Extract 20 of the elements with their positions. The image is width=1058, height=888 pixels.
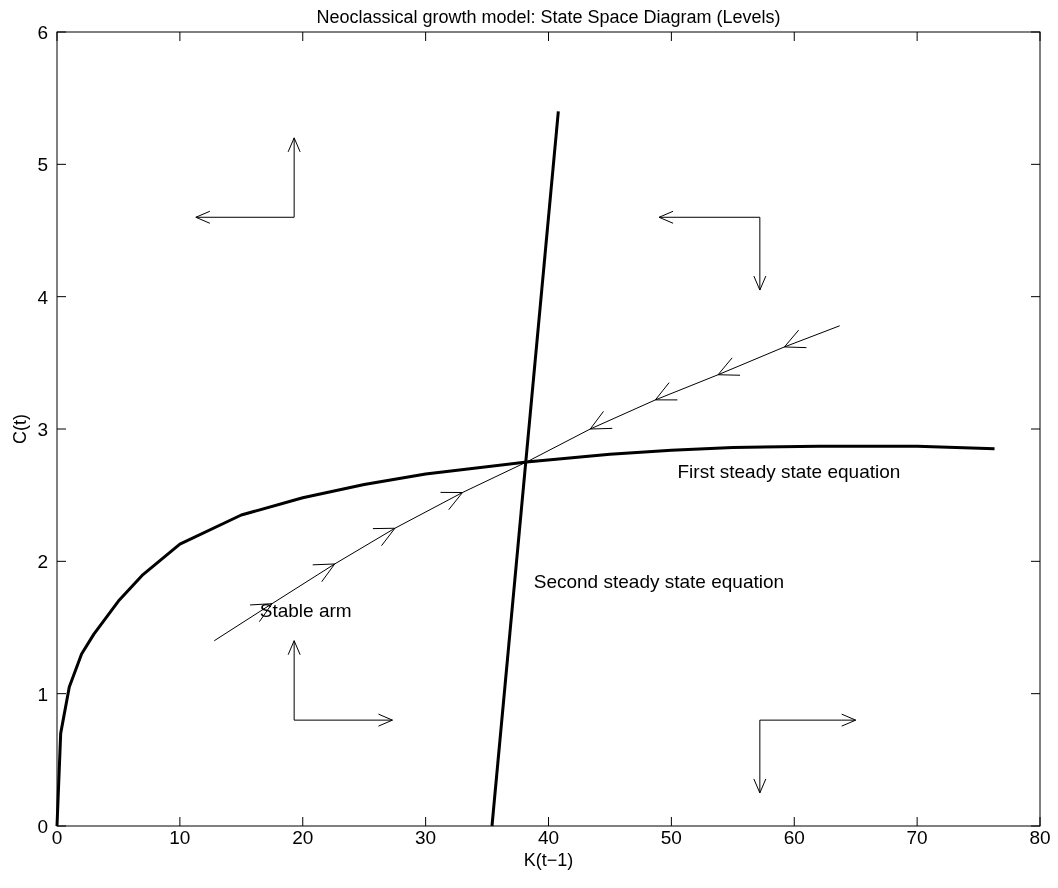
x-tick-label: 20	[292, 827, 314, 848]
x-tick-label: 10	[169, 827, 191, 848]
x-tick-label: 70	[906, 827, 928, 848]
x-tick-label: 40	[537, 827, 560, 848]
x-tick-label: 30	[415, 827, 437, 848]
x-tick-label: 80	[1029, 827, 1051, 848]
chart-title: Neoclassical growth model: State Space Diagram (Levels)	[316, 6, 781, 27]
y-axis-title: C(t)	[10, 414, 30, 444]
x-tick-label: 60	[783, 827, 805, 848]
y-tick-label: 2	[37, 551, 48, 573]
x-tick-label: 50	[660, 827, 682, 848]
y-tick-label: 5	[37, 154, 48, 176]
y-tick-label: 3	[37, 419, 48, 440]
annotation: Second steady state equation	[533, 570, 785, 592]
y-tick-label: 1	[37, 683, 48, 705]
x-axis-title: K(t−1)	[523, 850, 574, 870]
y-tick-label: 6	[37, 22, 48, 43]
x-tick-label: 0	[51, 827, 63, 848]
y-tick-label: 4	[37, 286, 49, 308]
annotation: First steady state equation	[677, 460, 901, 482]
